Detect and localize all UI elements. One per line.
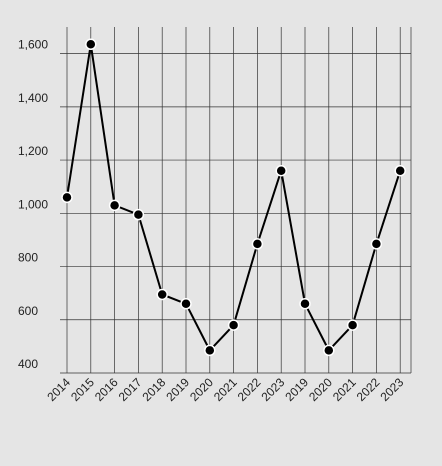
x-tick-label: 2023 [378,375,407,404]
x-tick-label: 2021 [211,375,240,404]
point [275,164,287,177]
y-tick-label: 800 [18,251,38,265]
x-tick-label: 2020 [306,375,335,404]
point [204,344,216,357]
x-tick-label: 2023 [259,375,288,404]
point [132,208,145,221]
y-tick-label: 600 [18,304,38,318]
x-tick-label: 2022 [354,375,383,404]
x-tick-label: 2020 [187,375,216,404]
point [323,344,335,357]
point [156,288,168,301]
y-tick-label: 1,400 [18,91,48,105]
x-tick-label: 2021 [330,375,359,404]
point [370,238,383,250]
y-tick-label: 400 [18,357,38,371]
point [180,298,192,310]
point [346,319,359,331]
x-tick-label: 2019 [282,375,311,404]
x-tick-label: 2016 [92,375,121,404]
point [108,199,121,212]
point [251,238,264,250]
x-tick-label: 2019 [163,375,192,404]
point [299,298,311,310]
y-tick-label: 1,000 [18,197,48,211]
point [394,164,406,177]
point [61,191,73,204]
x-tick-label: 2014 [44,375,73,404]
y-tick-label: 1,200 [18,144,48,158]
x-tick-label: 2017 [116,375,145,404]
point [85,38,97,51]
y-tick-label: 1,600 [18,38,48,52]
x-tick-label: 2018 [140,375,169,404]
point [227,319,240,331]
x-tick-label: 2015 [68,375,97,404]
x-tick-label: 2022 [235,375,264,404]
